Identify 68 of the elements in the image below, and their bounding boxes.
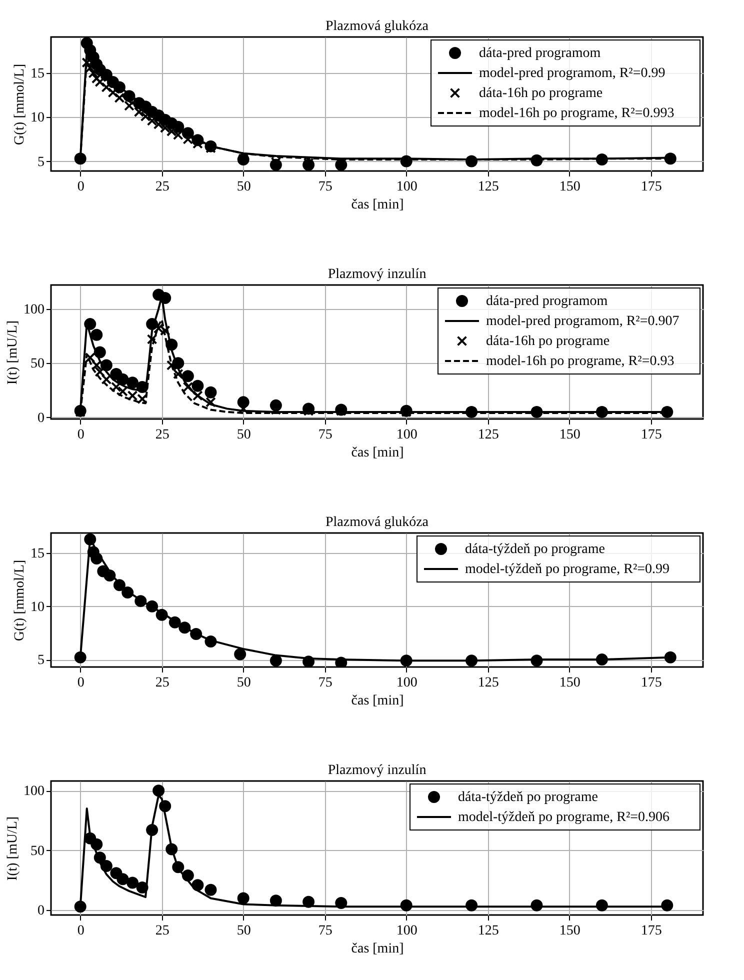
x-tick-label: 50 [236,676,251,690]
x-tick-label: 0 [77,924,84,938]
x-tick-label: 125 [478,676,499,690]
legend-label: dáta-týždeň po programe [465,542,605,557]
y-tick-label: 0 [38,410,44,426]
x-tick-label: 150 [559,676,580,690]
y-tick-label: 10 [30,600,44,615]
y-tick-label: 10 [30,110,44,126]
x-axis-title: čas [min] [351,942,404,956]
legend-label: dáta-pred programom [479,46,601,61]
legend-label: model-týždeň po programe, R²=0.99 [465,562,670,577]
y-tick-label: 5 [38,653,44,668]
x-tick-label: 25 [155,180,170,194]
y-axis-title: I(t) [mU/L] [6,320,20,385]
x-tick-label: 75 [318,924,332,938]
x-tick-label: 75 [318,676,332,690]
x-tick-label: 150 [559,180,580,194]
x-tick-label: 25 [155,924,170,938]
x-tick-label: 125 [478,924,499,938]
chart-title: Plazmový inzulín [328,267,426,282]
legend-label: dáta-pred programom [486,294,608,309]
x-tick-label: 0 [77,180,84,194]
legend-label: dáta-týždeň po programe [458,790,598,805]
x-axis-title: čas [min] [351,694,404,708]
x-tick-label: 75 [318,428,332,442]
x-tick-label: 125 [478,428,499,442]
x-tick-label: 0 [77,428,84,442]
x-tick-label: 50 [236,428,251,442]
x-tick-label: 50 [236,924,251,938]
y-tick-label: 100 [24,302,44,318]
x-tick-label: 50 [236,180,251,194]
x-tick-label: 100 [396,924,418,938]
chart-title: Plazmový inzulín [328,763,426,778]
y-tick-label: 50 [30,844,44,859]
x-tick-label: 25 [155,676,170,690]
x-tick-label: 175 [640,428,662,442]
x-tick-label: 100 [396,676,418,690]
legend-label: dáta-16h po programe [486,334,610,349]
legend-label: model-16h po programe, R²=0.993 [479,106,674,121]
y-axis-title: I(t) [mU/L] [6,816,20,881]
legend-label: model-pred programom, R²=0.99 [479,66,666,81]
x-tick-label: 125 [478,180,499,194]
y-axis-title: G(t) [mmol/L] [12,64,28,146]
x-tick-label: 175 [640,676,662,690]
y-tick-label: 15 [30,66,44,82]
y-tick-label: 50 [30,356,44,372]
x-tick-label: 0 [77,676,84,690]
y-tick-label: 0 [38,904,44,919]
legend-label: model-pred programom, R²=0.907 [486,314,680,329]
chart-title: Plazmová glukóza [325,515,430,530]
x-tick-label: 75 [318,180,332,194]
x-tick-label: 175 [640,924,662,938]
x-tick-label: 25 [155,428,170,442]
legend-label: model-16h po programe, R²=0.93 [486,354,674,369]
x-tick-label: 150 [559,924,580,938]
x-tick-label: 175 [640,180,662,194]
x-axis-title: čas [min] [351,446,404,460]
y-tick-label: 15 [30,546,44,562]
legend-label: model-týždeň po programe, R²=0.906 [458,810,670,825]
x-axis-title: čas [min] [351,198,404,212]
legend-label: dáta-16h po programe [479,86,603,101]
y-axis-title: G(t) [mmol/L] [12,560,28,642]
x-tick-label: 150 [559,428,580,442]
y-tick-label: 5 [38,154,44,170]
x-tick-label: 100 [396,428,418,442]
y-tick-label: 100 [24,784,44,800]
chart-title: Plazmová glukóza [325,19,430,34]
x-tick-label: 100 [396,180,418,194]
